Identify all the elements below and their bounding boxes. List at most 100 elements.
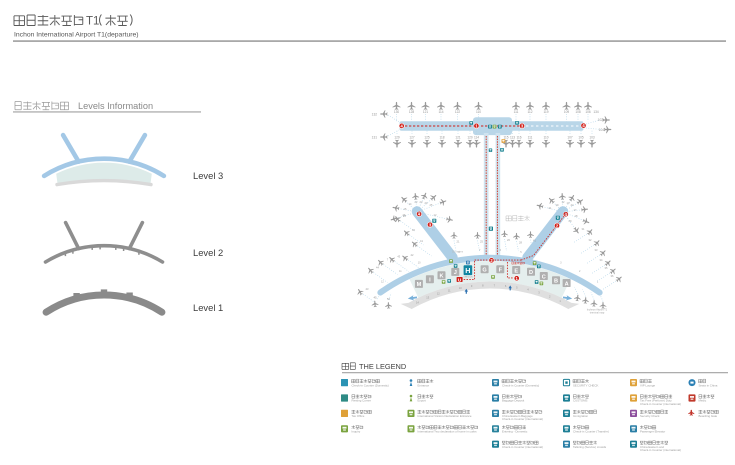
svg-text:Check-in Counter (Transfer): Check-in Counter (Transfer): [573, 430, 609, 434]
svg-text:36: 36: [611, 274, 614, 278]
svg-text:45: 45: [373, 296, 377, 300]
svg-text:112: 112: [527, 110, 532, 114]
svg-text:Levels Information: Levels Information: [78, 101, 153, 111]
svg-text:41: 41: [420, 239, 423, 243]
svg-text:43: 43: [366, 287, 369, 291]
svg-text:I: I: [429, 278, 431, 284]
svg-text:SECURITY CHECK: SECURITY CHECK: [573, 383, 599, 387]
svg-text:Boarding Gate: Boarding Gate: [699, 414, 718, 418]
svg-text:19: 19: [556, 203, 559, 207]
svg-text:13: 13: [426, 296, 429, 300]
svg-text:J: J: [454, 270, 457, 276]
svg-text:118: 118: [439, 136, 444, 140]
svg-text:11: 11: [399, 270, 402, 273]
svg-text:41: 41: [533, 239, 536, 243]
svg-text:Inchon International Airport T: Inchon International Airport T1(departur…: [14, 32, 139, 39]
svg-text:52: 52: [387, 297, 391, 301]
svg-text:43: 43: [397, 255, 400, 259]
svg-text:111: 111: [514, 110, 519, 114]
svg-text:130: 130: [394, 110, 400, 114]
svg-text:A: A: [565, 281, 569, 287]
svg-text:7: 7: [494, 283, 496, 287]
svg-text:3: 3: [521, 124, 524, 129]
svg-text:10: 10: [459, 286, 462, 290]
svg-text:25: 25: [430, 203, 433, 207]
svg-text:125: 125: [424, 136, 430, 140]
svg-text:Tax Free (Perfume) Duty: Tax Free (Perfume) Duty: [640, 399, 672, 403]
svg-text:F: F: [499, 268, 503, 274]
svg-text:110: 110: [476, 110, 481, 114]
svg-text:Check-in Counter (internationa: Check-in Counter (international): [640, 402, 681, 406]
svg-text:33: 33: [595, 248, 598, 252]
svg-text:Immigration: Immigration: [573, 414, 588, 418]
svg-text:55 meters: 55 meters: [452, 250, 464, 253]
svg-text:Security Check: Security Check: [640, 414, 660, 418]
svg-text:Check-in Counter (internationa: Check-in Counter (international): [502, 445, 543, 449]
svg-text:1: 1: [559, 299, 561, 303]
svg-text:Entrance: Entrance: [418, 383, 430, 387]
svg-text:5: 5: [516, 285, 518, 289]
svg-text:CUSTOMS: CUSTOMS: [573, 399, 587, 403]
svg-text:Level 1: Level 1: [193, 302, 223, 313]
svg-text:42: 42: [571, 203, 574, 207]
svg-text:14: 14: [416, 300, 419, 304]
svg-text:127: 127: [409, 136, 415, 140]
svg-text:4: 4: [582, 123, 585, 128]
svg-text:10: 10: [418, 262, 421, 265]
svg-text:China Eastern and: China Eastern and: [640, 445, 664, 449]
svg-text:21: 21: [549, 206, 552, 210]
svg-text:34: 34: [600, 258, 603, 262]
svg-text:6: 6: [505, 284, 507, 288]
svg-text:105: 105: [578, 136, 584, 140]
svg-text:5: 5: [520, 251, 522, 254]
svg-text:G: G: [482, 268, 486, 274]
svg-text:24: 24: [425, 201, 428, 205]
svg-text:Incheon Airport T1: Incheon Airport T1: [587, 309, 608, 312]
svg-text:Check-in Counter (Domestic): Check-in Counter (Domestic): [352, 383, 389, 387]
svg-text:26: 26: [403, 213, 406, 217]
svg-text:103: 103: [589, 136, 595, 140]
svg-text:1: 1: [597, 280, 599, 283]
svg-text:4: 4: [401, 124, 404, 129]
svg-text:12: 12: [437, 292, 440, 296]
svg-text:17: 17: [574, 208, 577, 212]
svg-text:T1: T1: [86, 15, 99, 27]
svg-text:122: 122: [455, 110, 461, 114]
svg-text:THE LEGEND: THE LEGEND: [359, 362, 406, 371]
svg-text:terminal map: terminal map: [590, 312, 605, 315]
svg-text:2: 2: [579, 270, 581, 273]
svg-text:Export: Export: [418, 399, 427, 403]
svg-text:115: 115: [503, 136, 508, 140]
svg-text:12: 12: [562, 200, 565, 204]
svg-text:13: 13: [567, 201, 570, 205]
svg-text:18: 18: [575, 214, 578, 218]
svg-text:Passenger Elevator: Passenger Elevator: [640, 430, 665, 434]
svg-text:106: 106: [585, 110, 591, 114]
svg-text:8: 8: [458, 251, 460, 254]
svg-text:International Visitors Declara: International Visitors Declaration Entra…: [418, 414, 472, 418]
svg-text:China Eastern Baggage: China Eastern Baggage: [502, 414, 533, 418]
svg-text:6: 6: [500, 249, 502, 252]
svg-text:109: 109: [564, 110, 570, 114]
svg-text:K: K: [439, 274, 443, 280]
svg-text:25: 25: [480, 240, 483, 244]
svg-text:113: 113: [510, 136, 515, 140]
svg-text:31: 31: [582, 227, 585, 231]
svg-text:132: 132: [372, 113, 378, 117]
svg-text:12: 12: [381, 280, 384, 283]
svg-text:102: 102: [598, 118, 604, 122]
svg-text:32: 32: [589, 238, 592, 242]
svg-text:21: 21: [457, 240, 460, 244]
svg-text:11: 11: [448, 288, 451, 292]
svg-text:134: 134: [593, 110, 599, 114]
svg-text:22: 22: [415, 200, 418, 204]
svg-text:Talloring (Service) crowds: Talloring (Service) crowds: [573, 445, 607, 449]
svg-text:3: 3: [429, 222, 432, 227]
svg-text:Seats in China: Seats in China: [699, 383, 718, 387]
svg-text:111: 111: [528, 136, 533, 140]
svg-text:H: H: [465, 266, 470, 275]
svg-text:C: C: [542, 274, 546, 280]
svg-text:128: 128: [409, 110, 415, 114]
svg-text:107: 107: [567, 136, 573, 140]
svg-text:12: 12: [434, 213, 437, 217]
